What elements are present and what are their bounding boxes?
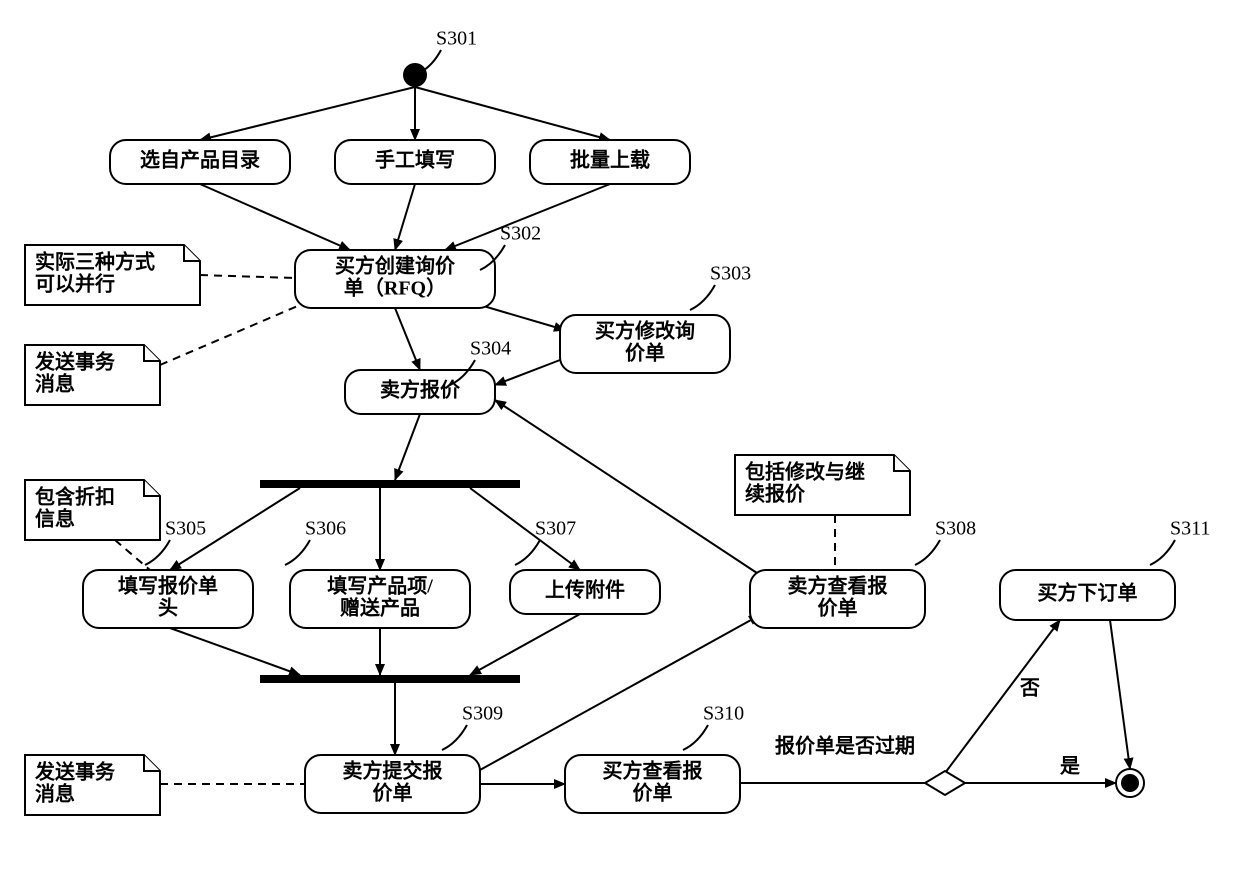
edge-26	[115, 540, 150, 570]
note-n3-text: 信息	[35, 507, 75, 531]
note-n5-text: 发送事务	[34, 760, 116, 784]
label-S311: S311	[1170, 518, 1210, 540]
start-node	[403, 63, 427, 87]
edge-label-22: 否	[1019, 678, 1040, 700]
label-S310: S310	[703, 703, 744, 725]
activity-s310-text: 价单	[633, 781, 673, 805]
note-n3-fold	[144, 480, 160, 496]
label-S307: S307	[535, 518, 576, 540]
label-tick-S305	[145, 540, 170, 565]
label-tick-S303	[690, 285, 715, 310]
edge-7	[395, 308, 420, 370]
edge-2	[415, 87, 610, 140]
edge-0	[200, 87, 415, 140]
label-S306: S306	[305, 518, 346, 540]
edge-4	[395, 184, 415, 250]
edge-23	[1110, 620, 1130, 769]
activity-s305-text: 头	[158, 597, 178, 620]
activity-s307-text: 上传附件	[545, 578, 625, 602]
activity-s305-text: 填写报价单	[118, 574, 218, 598]
activity-s304-text: 卖方报价	[380, 378, 461, 402]
activity-s303-text: 价单	[625, 341, 665, 365]
activity-s308-text: 价单	[818, 596, 858, 620]
label-S301: S301	[436, 28, 477, 50]
activity-a1-text: 选自产品目录	[140, 148, 260, 172]
activity-s306-text: 填写产品项/	[327, 574, 433, 598]
label-tick-S307	[515, 540, 540, 565]
end-node-dot	[1121, 774, 1139, 792]
edge-25	[160, 305, 300, 365]
activity-s309-text: 卖方提交报	[343, 759, 443, 783]
edge-8	[495, 360, 560, 385]
activity-s311-text: 买方下订单	[1038, 581, 1138, 605]
note-n4-text: 包括修改与继	[745, 460, 865, 484]
flowchart-canvas: 选自产品目录手工填写批量上载买方创建询价单（RFQ）买方修改询价单卖方报价填写报…	[0, 0, 1240, 873]
label-S303: S303	[710, 263, 751, 285]
label-tick-S306	[285, 540, 310, 565]
label-tick-S311	[1150, 540, 1175, 565]
note-n5-text: 消息	[35, 782, 75, 806]
edge-6	[480, 305, 565, 330]
note-n1-text: 实际三种方式	[35, 250, 155, 274]
note-n2-text: 发送事务	[34, 350, 116, 374]
edge-13	[170, 628, 300, 675]
activity-a2-text: 手工填写	[375, 148, 455, 172]
note-n3-text: 包含折扣	[35, 485, 115, 509]
label-tick-S309	[442, 725, 467, 750]
activity-s302-text: 买方创建询价	[335, 254, 456, 278]
edge-18	[480, 615, 760, 770]
activity-a3-text: 批量上载	[570, 148, 650, 172]
label-S308: S308	[935, 518, 976, 540]
label-tick-S308	[915, 540, 940, 565]
edge-9	[395, 414, 420, 480]
edge-label-21: 是	[1059, 755, 1080, 778]
syncbar-bar1	[260, 480, 520, 488]
edge-15	[470, 614, 580, 675]
note-n2-text: 消息	[35, 372, 75, 396]
label-S309: S309	[462, 703, 503, 725]
note-n1-fold	[184, 245, 200, 261]
edge-24	[200, 275, 295, 278]
syncbar-bar2	[260, 675, 520, 683]
label-S305: S305	[165, 518, 206, 540]
decision-decision	[925, 771, 965, 795]
note-n4-text: 续报价	[745, 482, 806, 506]
note-n1-text: 可以并行	[35, 272, 115, 296]
activity-s309-text: 价单	[373, 781, 413, 805]
label-tick-S310	[683, 725, 708, 750]
label-S304: S304	[470, 338, 511, 360]
decision-question: 报价单是否过期	[775, 734, 915, 758]
activity-s303-text: 买方修改询	[595, 319, 695, 343]
activity-s306-text: 赠送产品	[340, 596, 420, 620]
edge-22	[945, 620, 1060, 773]
activity-s310-text: 买方查看报	[603, 759, 703, 783]
activity-s302-text: 单（RFQ）	[344, 276, 446, 300]
edge-3	[200, 184, 350, 250]
label-S302: S302	[500, 223, 541, 245]
note-n2-fold	[144, 345, 160, 361]
activity-s308-text: 卖方查看报	[788, 574, 888, 598]
